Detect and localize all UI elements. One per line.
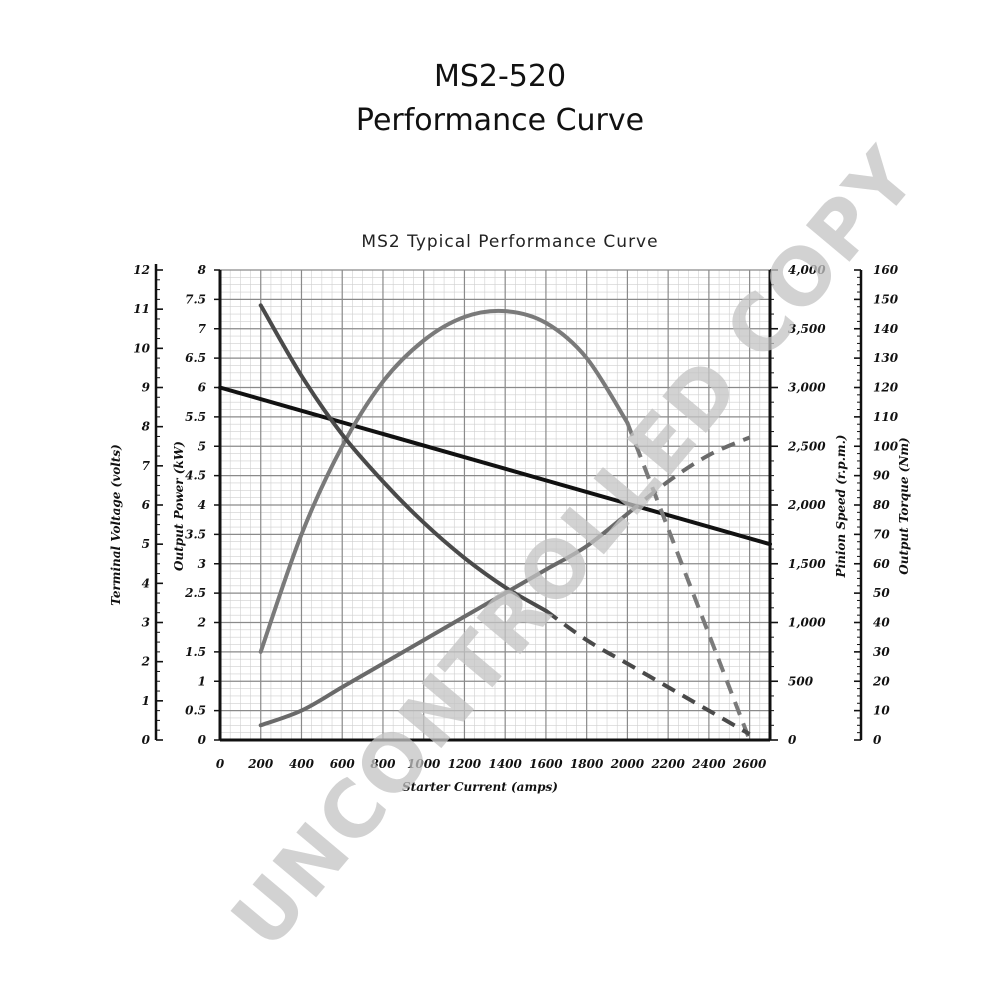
x-tick-label: 1800: [570, 757, 604, 771]
voltage-tick-label: 6: [142, 498, 151, 512]
x-tick-label: 200: [247, 757, 274, 771]
voltage-series-line: [218, 385, 772, 547]
speed-tick-label: 0: [788, 733, 797, 747]
torque-tick-label: 0: [873, 733, 882, 747]
x-tick-label: 1400: [488, 757, 522, 771]
power-tick-label: 1: [198, 674, 206, 688]
torque-tick-label: 130: [873, 351, 899, 365]
power-tick-label: 3.5: [185, 527, 206, 541]
x-tick-label: 1600: [529, 757, 563, 771]
speed-tick-label: 3,000: [788, 381, 826, 395]
power-tick-label: 0: [198, 733, 207, 747]
power-tick-label: 8: [198, 263, 207, 277]
voltage-tick-label: 4: [142, 576, 150, 590]
power-axis-label: Output Power (kW): [172, 441, 186, 571]
torque-tick-label: 70: [873, 527, 890, 541]
speed-tick-label: 2,000: [787, 498, 826, 512]
speed-tick-label: 4,000: [788, 263, 826, 277]
voltage-tick-label: 10: [133, 341, 150, 355]
torque-tick-label: 20: [872, 674, 890, 688]
speed-tick-label: 1,000: [788, 616, 826, 630]
power-tick-label: 3: [198, 557, 206, 571]
speed-axis-label: Pinion Speed (r.p.m.): [834, 435, 848, 579]
speed-tick-label: 3,500: [788, 322, 826, 336]
torque-tick-label: 10: [873, 704, 890, 718]
torque-axis-label: Output Torque (Nm): [897, 437, 911, 574]
x-tick-label: 800: [370, 757, 396, 771]
power-tick-label: 7: [198, 322, 207, 336]
power-tick-label: 7.5: [185, 292, 206, 306]
torque-tick-label: 90: [873, 469, 890, 483]
page-subtitle: Performance Curve: [355, 103, 645, 138]
x-tick-label: 2400: [691, 757, 726, 771]
speed-tick-label: 500: [788, 674, 814, 688]
voltage-tick-label: 11: [133, 302, 150, 316]
torque-tick-label: 30: [873, 645, 890, 659]
torque-tick-label: 120: [873, 381, 899, 395]
power-tick-label: 2: [197, 616, 206, 630]
chart-series: [218, 303, 772, 741]
power-series-line: [258, 308, 630, 654]
voltage-tick-label: 3: [142, 616, 150, 630]
power-tick-label: 5: [198, 439, 206, 453]
torque-series-line: [258, 511, 630, 728]
voltage-tick-label: 0: [142, 733, 151, 747]
speed-series-line: [258, 303, 548, 613]
x-tick-label: 0: [216, 757, 225, 771]
chart-title: MS2 Typical Performance Curve: [361, 232, 658, 252]
voltage-tick-label: 12: [133, 263, 150, 277]
speed-series-dashed: [544, 609, 751, 736]
x-tick-label: 1000: [407, 757, 441, 771]
x-tick-label: 400: [289, 757, 315, 771]
x-tick-label: 2000: [610, 757, 645, 771]
torque-series-dashed: [626, 435, 751, 516]
power-tick-label: 5.5: [185, 410, 206, 424]
voltage-tick-label: 8: [142, 420, 151, 434]
page-title: MS2-520: [433, 59, 567, 94]
x-tick-label: 2600: [732, 757, 767, 771]
power-tick-label: 4: [198, 498, 206, 512]
chart-axes: 0 200 400 600 800 1000 1200 1400 1600 1800 2000 220…: [109, 263, 911, 794]
power-tick-label: 2.5: [184, 586, 206, 600]
voltage-tick-label: 1: [142, 694, 150, 708]
torque-tick-label: 150: [873, 292, 899, 306]
power-tick-label: 6.5: [185, 351, 206, 365]
x-tick-label: 2200: [650, 757, 685, 771]
voltage-tick-label: 9: [142, 381, 151, 395]
torque-tick-label: 110: [873, 410, 899, 424]
torque-tick-label: 160: [873, 263, 899, 277]
power-tick-label: 1.5: [185, 645, 206, 659]
power-tick-label: 6: [198, 381, 207, 395]
torque-tick-label: 60: [873, 557, 890, 571]
voltage-tick-label: 7: [142, 459, 151, 473]
torque-tick-label: 140: [873, 322, 899, 336]
torque-tick-label: 40: [873, 616, 890, 630]
torque-tick-label: 100: [873, 439, 899, 453]
voltage-axis-label: Terminal Voltage (volts): [109, 444, 123, 605]
power-series-dashed: [625, 422, 752, 741]
voltage-tick-label: 5: [142, 537, 150, 551]
x-tick-label: 600: [330, 757, 356, 771]
torque-tick-label: 80: [873, 498, 890, 512]
power-tick-label: 0.5: [185, 704, 206, 718]
speed-tick-label: 1,500: [788, 557, 826, 571]
voltage-tick-label: 2: [141, 655, 150, 669]
speed-tick-label: 2,500: [787, 439, 826, 453]
power-tick-label: 4.5: [185, 469, 206, 483]
torque-tick-label: 50: [873, 586, 890, 600]
x-tick-label: 1200: [448, 757, 482, 771]
x-axis-label: Starter Current (amps): [402, 780, 558, 794]
